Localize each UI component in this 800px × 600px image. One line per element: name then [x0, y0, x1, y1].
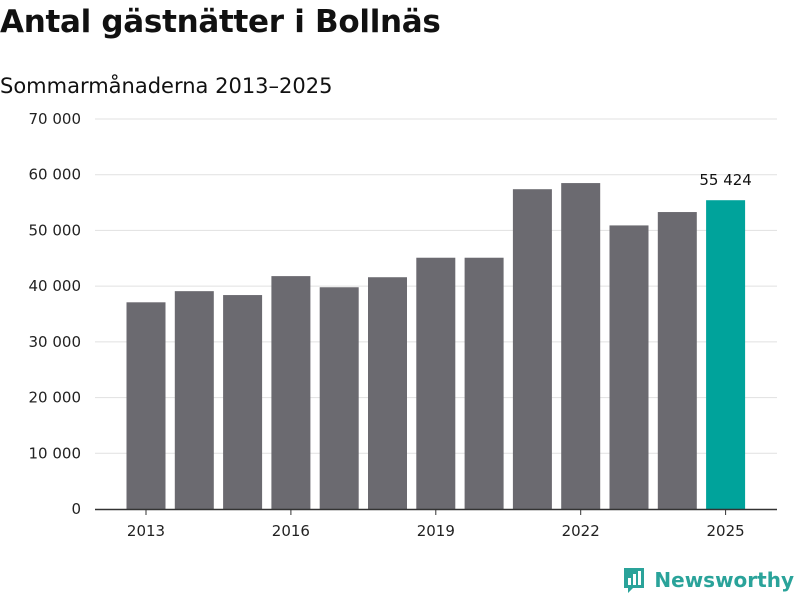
- bar-2021: [512, 189, 552, 509]
- data-labels: 55 424: [699, 171, 752, 189]
- bar-2024: [657, 212, 697, 510]
- bar-2020: [464, 257, 504, 509]
- x-tick-label: 2022: [562, 522, 600, 540]
- bar-2025: [706, 200, 746, 509]
- y-tick-label: 20 000: [29, 389, 82, 407]
- y-tick-label: 40 000: [29, 277, 82, 295]
- brand-name: Newsworthy: [654, 568, 794, 592]
- bar-2018: [368, 277, 407, 509]
- bar-2015: [223, 295, 263, 509]
- x-tick-label: 2013: [127, 522, 165, 540]
- x-tick-label: 2019: [417, 522, 455, 540]
- y-tick-label: 70 000: [29, 110, 82, 128]
- chart-subtitle: Sommarmånaderna 2013–2025: [0, 74, 333, 98]
- bar-2016: [271, 276, 311, 509]
- bar-2023: [609, 225, 649, 509]
- chart-title: Antal gästnätter i Bollnäs: [0, 4, 441, 40]
- y-tick-label: 30 000: [29, 333, 82, 351]
- bar-2014: [174, 291, 214, 509]
- data-label: 55 424: [699, 171, 752, 189]
- y-tick-label: 10 000: [29, 444, 82, 462]
- x-tick-label: 2025: [707, 522, 745, 540]
- brand-logo: Newsworthy: [622, 566, 794, 594]
- y-tick-label: 0: [71, 500, 81, 518]
- y-tick-label: 50 000: [29, 221, 82, 239]
- axes: 0 10 000 20 000 30 000 40 000 50 000 60 000 70 …: [29, 110, 777, 540]
- bar-2019: [416, 257, 456, 509]
- bar-2013: [126, 302, 166, 509]
- bar-2017: [319, 287, 359, 509]
- newsworthy-logo-icon: [624, 568, 645, 593]
- y-tick-label: 60 000: [29, 166, 82, 184]
- bars: [126, 183, 746, 510]
- x-tick-label: 2016: [272, 522, 310, 540]
- bar-2022: [561, 183, 601, 510]
